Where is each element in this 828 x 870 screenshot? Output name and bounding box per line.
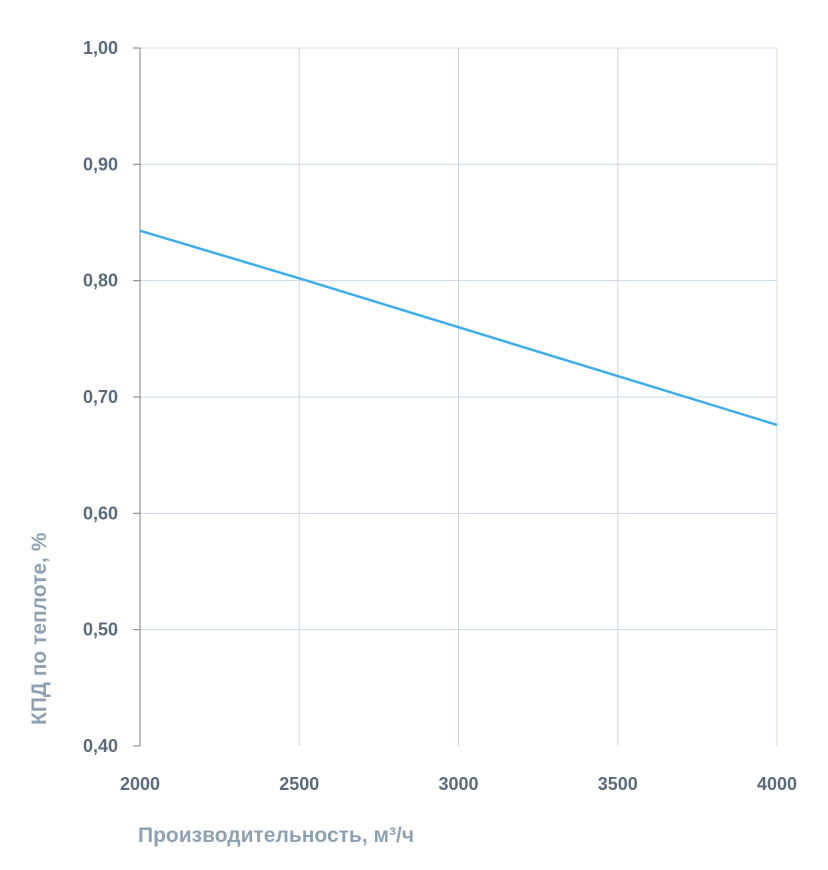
x-tick-label: 2000 <box>120 774 160 794</box>
series <box>139 229 778 427</box>
y-tick-label: 1,00 <box>83 38 118 58</box>
x-tick-label: 2500 <box>279 774 319 794</box>
y-tick-label: 0,80 <box>83 271 118 291</box>
y-tick-label: 0,90 <box>83 154 118 174</box>
grid <box>140 47 778 746</box>
y-tick-label: 0,40 <box>83 736 118 756</box>
y-tick-label: 0,60 <box>83 503 118 523</box>
y-tick-label: 0,50 <box>83 620 118 640</box>
x-axis-label: Производительность, м³/ч <box>138 824 414 847</box>
axes <box>133 47 141 747</box>
x-tick-label: 3500 <box>598 774 638 794</box>
x-tick-label: 4000 <box>757 774 797 794</box>
series-line <box>139 229 778 427</box>
x-tick-label: 3000 <box>438 774 478 794</box>
y-tick-label: 0,70 <box>83 387 118 407</box>
tick-labels: 0,40 0,50 0,60 0,70 0,80 0,90 1,00 2000 2500 3000… <box>83 38 797 794</box>
y-axis-label: КПД по теплоте, % <box>28 532 51 725</box>
